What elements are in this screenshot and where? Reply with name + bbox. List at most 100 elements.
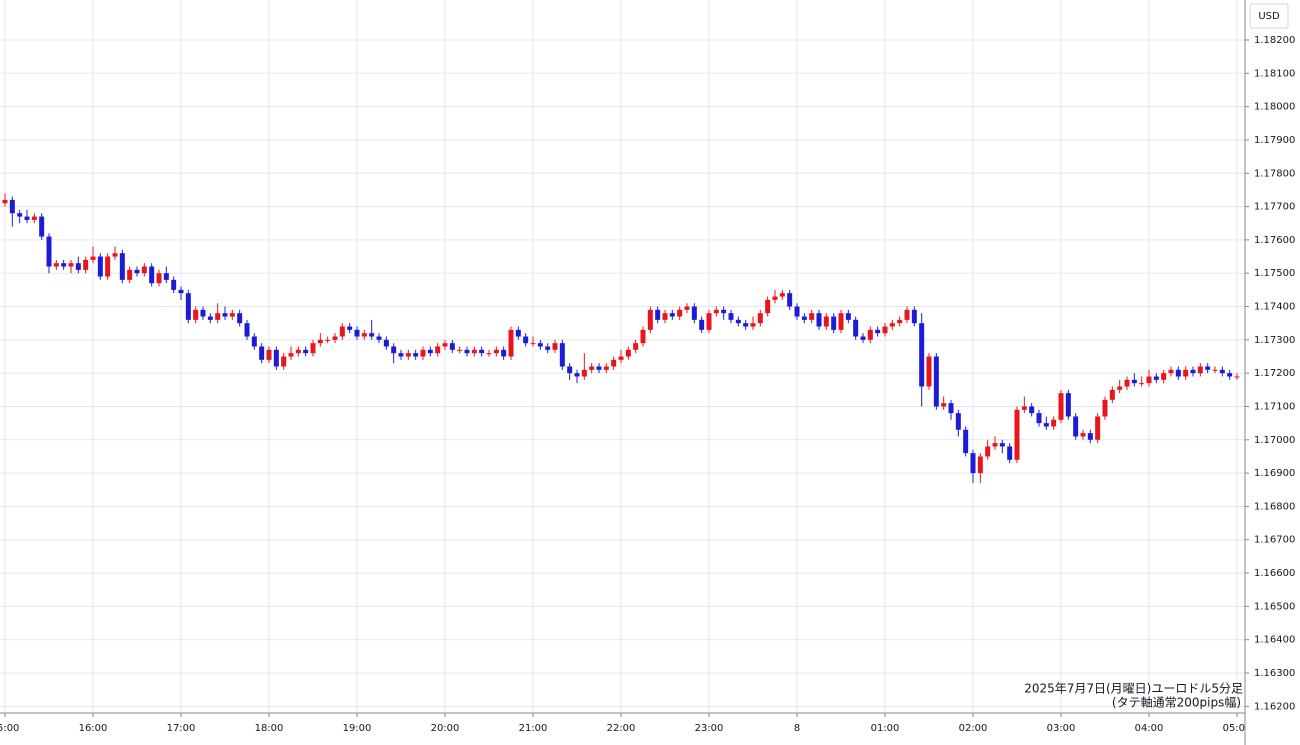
candle-body	[853, 319, 859, 337]
candle-body	[1029, 406, 1035, 414]
y-tick-label: 1.17300	[1254, 335, 1295, 346]
candle-body	[193, 309, 199, 320]
candle-body	[706, 313, 712, 330]
y-tick-label: 1.16800	[1254, 501, 1295, 512]
candle-body	[889, 323, 895, 327]
candle-body	[787, 293, 793, 307]
candle-body	[75, 263, 81, 270]
candle-body	[1139, 383, 1145, 385]
candle-body	[603, 366, 609, 370]
candle-body	[398, 353, 404, 357]
candle-body	[985, 446, 991, 457]
candle-body	[537, 343, 543, 347]
candle-body	[713, 309, 719, 314]
candle-body	[1161, 373, 1167, 380]
candle-body	[816, 313, 822, 327]
y-tick-label: 1.16500	[1254, 601, 1295, 612]
candle-body	[457, 349, 463, 351]
candle-body	[721, 309, 727, 314]
candle-body	[581, 369, 587, 377]
candle-body	[515, 329, 521, 337]
candle-body	[449, 343, 455, 350]
x-tick-label: 17:00	[167, 723, 196, 734]
candle-body	[303, 349, 309, 354]
candle-body	[501, 349, 507, 357]
y-tick-label: 1.16200	[1254, 701, 1295, 712]
candle-body	[339, 326, 345, 337]
x-tick-label: 21:00	[519, 723, 548, 734]
candle-body	[1153, 376, 1159, 380]
candle-body	[574, 373, 580, 377]
candle-body	[933, 356, 939, 407]
currency-box	[1249, 3, 1289, 29]
candle-body	[156, 273, 162, 284]
candle-body	[266, 349, 272, 360]
candle-body	[391, 346, 397, 354]
candle-body	[9, 199, 15, 214]
x-axis: 15:00 16:00 17:00 18:00 19:00 20:00 21:00 22:00…	[0, 713, 1252, 734]
x-tick-label: 04:00	[1135, 723, 1164, 734]
candle-body	[471, 349, 477, 354]
candle-body	[779, 293, 785, 297]
x-tick-label: 16:00	[79, 723, 108, 734]
candle-body	[662, 313, 668, 320]
candle-body	[772, 296, 778, 300]
x-tick-label: 15:00	[0, 723, 19, 734]
y-tick-label: 1.17800	[1254, 168, 1295, 179]
candle-body	[1102, 399, 1108, 417]
candle-body	[119, 253, 125, 280]
candle-body	[310, 343, 316, 354]
x-tick-label: 22:00	[607, 723, 636, 734]
candle-body	[904, 309, 910, 320]
candle-body	[941, 403, 947, 407]
candle-body	[295, 349, 301, 354]
candle-body	[1175, 369, 1181, 377]
y-axis: 1.16200 1.16300 1.16400 1.16500 1.16600 1.167…	[1245, 35, 1295, 712]
candle-body	[1124, 379, 1130, 387]
candle-body	[589, 366, 595, 370]
candle-body	[259, 346, 265, 360]
candle-body	[1080, 433, 1086, 437]
x-tick-label: 03:00	[1047, 723, 1076, 734]
candle-body	[757, 313, 763, 324]
y-tick-label: 1.16300	[1254, 668, 1295, 679]
candle-body	[508, 329, 514, 357]
candle-body	[413, 353, 419, 357]
candle-body	[897, 319, 903, 324]
y-tick-label: 1.16400	[1254, 635, 1295, 646]
candle-body	[479, 349, 485, 354]
candle-body	[251, 336, 257, 347]
y-tick-label: 1.16900	[1254, 468, 1295, 479]
candle-body	[1014, 409, 1020, 460]
candle-body	[552, 343, 558, 350]
candle-body	[743, 323, 749, 327]
x-tick-label: 19:00	[343, 723, 372, 734]
candle-body	[625, 349, 631, 357]
candle-body	[728, 313, 734, 320]
candle-body	[46, 236, 52, 267]
candle-body	[222, 313, 228, 317]
candle-body	[127, 269, 133, 280]
candle-body	[640, 329, 646, 344]
y-tick-label: 1.17600	[1254, 235, 1295, 246]
candle-body	[669, 313, 675, 317]
y-tick-label: 1.16600	[1254, 568, 1295, 579]
candle-body	[809, 313, 815, 320]
candle-body	[493, 349, 499, 354]
candle-body	[1021, 406, 1027, 410]
candle-body	[911, 309, 917, 324]
annotation: 2025年7月7日(月曜日)ユーロドル5分足	[1024, 682, 1243, 696]
candle-body	[288, 353, 294, 357]
x-tick-label: 05:00	[1223, 723, 1252, 734]
candle-body	[647, 309, 653, 330]
candle-body	[244, 323, 250, 337]
candle-body	[1168, 369, 1174, 374]
candle-body	[735, 319, 741, 324]
y-axis-label: USD	[1258, 11, 1280, 22]
candle-body	[1051, 419, 1057, 427]
candle-body	[1131, 379, 1137, 384]
candle-body	[545, 346, 551, 350]
candle-body	[699, 319, 705, 330]
x-tick-label: 18:00	[255, 723, 284, 734]
candle-body	[765, 299, 771, 314]
